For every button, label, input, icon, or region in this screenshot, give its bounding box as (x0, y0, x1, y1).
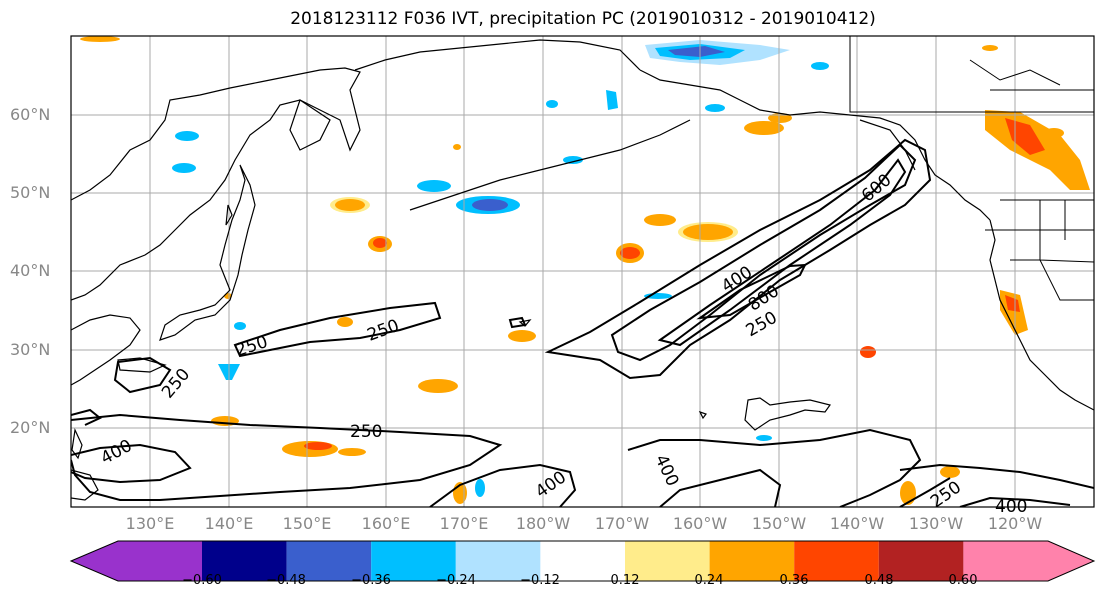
lat-tick-label: 20°N (10, 418, 51, 437)
lon-tick-label: 160°E (361, 514, 411, 533)
colorbar-tick-label: 0.24 (694, 573, 724, 588)
coastlines (71, 39, 1094, 501)
colorbar-tick-label: 0.12 (610, 573, 640, 588)
colorbar-tick-label: 0.36 (779, 573, 809, 588)
borders (849, 36, 1094, 301)
colorbar-tick-label: −0.12 (520, 573, 560, 588)
lon-tick-label: 150°W (751, 514, 807, 533)
map-frame (70, 35, 1095, 508)
contour-label: 250 (350, 422, 382, 442)
lon-tick-label: 170°W (594, 514, 650, 533)
lon-tick-label: 120°W (987, 514, 1043, 533)
lon-tick-label: 180°W (515, 514, 571, 533)
colorbar-tick-label: −0.60 (182, 573, 222, 588)
contour-label: 250 (743, 308, 781, 342)
lat-tick-label: 40°N (10, 261, 51, 280)
colorbar-tick-label: 0.48 (864, 573, 894, 588)
colorbar-tick-label: 0.60 (948, 573, 978, 588)
lat-tick-label: 60°N (10, 105, 51, 124)
precip-negative-patches (172, 40, 829, 497)
contour-label: 250 (233, 332, 270, 361)
lon-tick-label: 140°W (829, 514, 885, 533)
contour-labels: 600 400 800 250 250 250 250 250 400 400 … (98, 170, 1028, 517)
lon-tick-label: 130°E (125, 514, 175, 533)
lon-tick-label: 130°W (908, 514, 964, 533)
contour-label: 400 (98, 436, 136, 469)
colorbar-tick-label: −0.48 (266, 573, 306, 588)
precip-positive-patches (80, 36, 1090, 505)
lon-tick-label: 140°E (204, 514, 254, 533)
contour-label: 400 (651, 452, 683, 490)
lon-tick-label: 160°W (672, 514, 728, 533)
contour-label: 250 (365, 316, 402, 346)
contour-label: 800 (745, 281, 783, 315)
lat-tick-label: 30°N (10, 340, 51, 359)
contour-label: 600 (858, 170, 896, 206)
map-title: 2018123112 F036 IVT, precipitation PC (2… (290, 9, 876, 29)
ivt-contours (71, 138, 1094, 507)
lon-tick-label: 170°E (439, 514, 489, 533)
graticule (71, 36, 1094, 507)
contour-label: 400 (532, 467, 570, 502)
colorbar-tick-label: −0.36 (351, 573, 391, 588)
lon-tick-label: 150°E (282, 514, 332, 533)
colorbar-tick-label: −0.24 (436, 573, 476, 588)
contour-label: 250 (158, 365, 194, 403)
lat-tick-label: 50°N (10, 183, 51, 202)
